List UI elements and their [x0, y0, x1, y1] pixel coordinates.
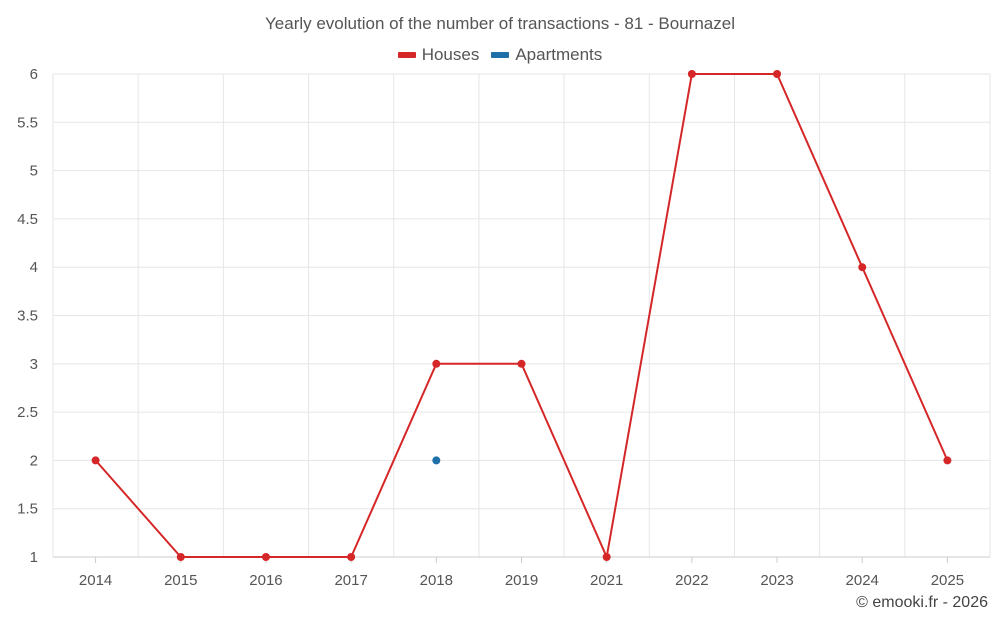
- y-tick-label: 5.5: [17, 114, 38, 131]
- data-point-apartments: [432, 456, 441, 465]
- data-point-houses: [773, 70, 782, 78]
- chart-title: Yearly evolution of the number of transa…: [265, 14, 735, 33]
- data-point-houses: [176, 553, 185, 561]
- y-tick-label: 4: [30, 259, 38, 276]
- y-tick-label: 2.5: [17, 404, 38, 421]
- y-tick-label: 6: [30, 66, 38, 83]
- data-point-houses: [517, 359, 526, 368]
- legend-swatch-houses: [397, 52, 416, 58]
- data-point-houses: [858, 263, 867, 272]
- y-tick-label: 1.5: [17, 501, 38, 518]
- legend-label-apartments: Apartments: [515, 45, 603, 64]
- y-tick-label: 3.5: [17, 308, 38, 325]
- data-point-houses: [602, 553, 611, 561]
- x-tick-label: 2021: [590, 572, 623, 589]
- legend-swatch-apartments: [491, 52, 510, 58]
- y-tick-label: 1: [30, 549, 38, 566]
- y-tick-label: 2: [30, 452, 38, 469]
- x-tick-label: 2023: [760, 572, 793, 589]
- x-tick-label: 2025: [931, 572, 964, 589]
- x-tick-label: 2017: [334, 572, 367, 589]
- x-tick-label: 2018: [420, 572, 453, 589]
- x-tick-label: 2022: [675, 572, 708, 589]
- data-point-houses: [347, 553, 356, 561]
- legend-label-houses: Houses: [421, 45, 480, 64]
- x-tick-label: 2014: [79, 572, 112, 589]
- x-tick-label: 2019: [505, 572, 538, 589]
- legend-item-houses[interactable]: Houses: [397, 45, 480, 65]
- data-point-houses: [943, 456, 952, 465]
- data-point-houses: [687, 70, 696, 78]
- data-point-houses: [432, 359, 441, 368]
- legend: Houses Apartments: [0, 45, 1000, 65]
- y-tick-label: 5: [30, 163, 38, 180]
- data-point-houses: [91, 456, 100, 465]
- x-tick-label: 2016: [249, 572, 282, 589]
- credit-text: © emooki.fr - 2026: [856, 594, 988, 611]
- legend-item-apartments[interactable]: Apartments: [491, 45, 602, 65]
- y-tick-label: 4.5: [17, 211, 38, 228]
- data-point-houses: [261, 553, 270, 561]
- x-tick-label: 2015: [164, 572, 197, 589]
- x-tick-label: 2024: [846, 572, 879, 589]
- y-tick-label: 3: [30, 356, 38, 373]
